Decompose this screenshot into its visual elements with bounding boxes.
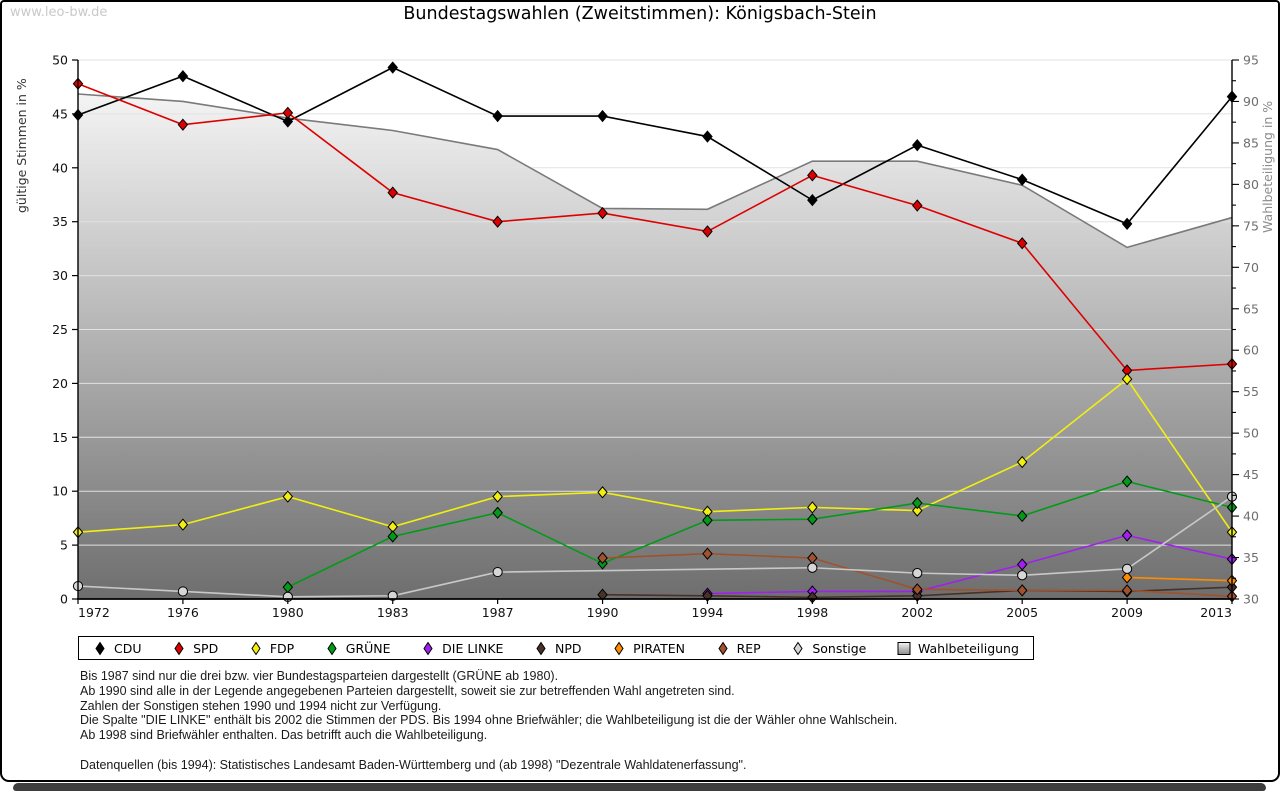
legend-label: FDP bbox=[269, 640, 295, 656]
legend-item-cdu: CDU bbox=[93, 641, 142, 656]
svg-text:95: 95 bbox=[1243, 53, 1259, 68]
svg-text:1994: 1994 bbox=[692, 605, 724, 620]
svg-text:1990: 1990 bbox=[587, 605, 619, 620]
svg-text:25: 25 bbox=[52, 322, 68, 337]
legend-marker-icon bbox=[536, 641, 546, 655]
svg-text:50: 50 bbox=[52, 53, 68, 68]
svg-text:1998: 1998 bbox=[796, 605, 828, 620]
legend-item-die-linke: DIE LINKE bbox=[421, 641, 503, 656]
legend-label: GRÜNE bbox=[345, 640, 391, 656]
footnote-line: Zahlen der Sonstigen stehen 1990 und 199… bbox=[80, 698, 442, 713]
svg-text:70: 70 bbox=[1243, 260, 1259, 275]
svg-text:1972: 1972 bbox=[78, 605, 110, 620]
svg-text:1976: 1976 bbox=[167, 605, 199, 620]
svg-text:60: 60 bbox=[1243, 343, 1259, 358]
legend-marker-icon bbox=[95, 641, 105, 655]
svg-text:1983: 1983 bbox=[377, 605, 409, 620]
svg-text:45: 45 bbox=[52, 106, 68, 121]
legend-label: Sonstige bbox=[812, 640, 867, 656]
legend-marker-icon bbox=[614, 641, 624, 655]
legend-marker-icon bbox=[174, 641, 184, 655]
svg-text:2013: 2013 bbox=[1200, 605, 1232, 620]
svg-text:45: 45 bbox=[1243, 467, 1259, 482]
legend-label: REP bbox=[736, 640, 761, 656]
turnout-area bbox=[78, 93, 1232, 599]
legend-marker-icon bbox=[717, 641, 728, 655]
svg-text:15: 15 bbox=[52, 430, 68, 445]
svg-text:0: 0 bbox=[60, 592, 68, 607]
svg-text:5: 5 bbox=[60, 538, 68, 553]
election-line-chart: 0 5 10 15 20 25 30 35 40 45 50 30 35 40 45 50 55 60 65 70 75… bbox=[14, 53, 1275, 621]
y-axis-right: 30 35 40 45 50 55 60 65 70 75 80 85 90 95 bbox=[1232, 53, 1259, 607]
data-source-line: Datenquellen (bis 1994): Statistisches L… bbox=[80, 757, 747, 772]
legend-label: NPD bbox=[555, 640, 582, 656]
svg-text:85: 85 bbox=[1243, 135, 1259, 150]
svg-text:75: 75 bbox=[1243, 218, 1259, 233]
svg-text:55: 55 bbox=[1243, 384, 1259, 399]
legend-marker-icon bbox=[423, 641, 433, 655]
svg-text:2002: 2002 bbox=[901, 605, 933, 620]
svg-text:10: 10 bbox=[52, 484, 68, 499]
legend-item-grüne: GRÜNE bbox=[325, 641, 391, 656]
footnote-line: Ab 1990 sind alle in der Legende angegeb… bbox=[80, 683, 735, 698]
svg-text:90: 90 bbox=[1243, 94, 1259, 109]
series-spd bbox=[72, 77, 1238, 377]
legend-item-spd: SPD bbox=[172, 641, 218, 656]
left-axis-title: gültige Stimmen in % bbox=[14, 78, 29, 213]
svg-text:2009: 2009 bbox=[1111, 605, 1143, 620]
svg-text:1987: 1987 bbox=[482, 605, 514, 620]
legend-label: SPD bbox=[193, 640, 219, 656]
legend-marker-icon bbox=[327, 641, 337, 655]
svg-text:65: 65 bbox=[1243, 301, 1259, 316]
svg-text:40: 40 bbox=[52, 160, 68, 175]
svg-text:2005: 2005 bbox=[1006, 605, 1038, 620]
watermark-leo-bw: www.leo-bw.de bbox=[10, 5, 108, 20]
legend-item-fdp: FDP bbox=[249, 641, 294, 656]
legend-item-npd: NPD bbox=[534, 641, 582, 656]
legend-label: Wahlbeteiligung bbox=[917, 640, 1019, 656]
legend-label: CDU bbox=[114, 640, 142, 656]
legend-label: DIE LINKE bbox=[442, 640, 504, 656]
y-axis-left: 0 5 10 15 20 25 30 35 40 45 50 bbox=[52, 53, 78, 607]
chart-title: Bundestagswahlen (Zweitstimmen): Königsb… bbox=[403, 4, 877, 24]
svg-text:50: 50 bbox=[1243, 426, 1259, 441]
legend-item-piraten: PIRATEN bbox=[612, 641, 685, 656]
svg-text:1980: 1980 bbox=[272, 605, 304, 620]
legend-item-wahlbeteiligung: Wahlbeteiligung bbox=[897, 641, 1019, 656]
chart-footnotes: Bis 1987 sind nur die drei bzw. vier Bun… bbox=[80, 669, 897, 773]
legend-marker-icon bbox=[251, 641, 261, 655]
legend-item-rep: REP bbox=[716, 641, 761, 656]
svg-text:80: 80 bbox=[1243, 177, 1259, 192]
right-axis-title: Wahlbeteiligung in % bbox=[1260, 101, 1275, 233]
footnote-line: Bis 1987 sind nur die drei bzw. vier Bun… bbox=[80, 669, 559, 683]
svg-text:30: 30 bbox=[52, 268, 68, 283]
svg-text:40: 40 bbox=[1243, 509, 1259, 524]
legend-marker-icon bbox=[897, 641, 911, 655]
x-axis: 1972 1976 1980 1983 1987 1990 1994 1998 2002 2005… bbox=[77, 599, 1233, 620]
svg-text:30: 30 bbox=[1243, 592, 1259, 607]
series-rep bbox=[597, 547, 1238, 603]
legend-item-sonstige: Sonstige bbox=[791, 641, 866, 656]
svg-text:35: 35 bbox=[1243, 550, 1259, 565]
svg-text:20: 20 bbox=[52, 376, 68, 391]
legend-label: PIRATEN bbox=[633, 640, 685, 656]
window-bottom-edge bbox=[13, 783, 1266, 791]
svg-text:35: 35 bbox=[52, 214, 68, 229]
footnote-line: Ab 1998 sind Briefwähler enthalten. Das … bbox=[80, 728, 488, 743]
footnote-line: Die Spalte "DIE LINKE" enthält bis 2002 … bbox=[80, 713, 898, 728]
chart-legend: CDU SPD FDP GRÜNE DIE LINKE NPD PIRATEN REP Sons… bbox=[78, 636, 1034, 660]
legend-marker-icon bbox=[793, 641, 803, 655]
